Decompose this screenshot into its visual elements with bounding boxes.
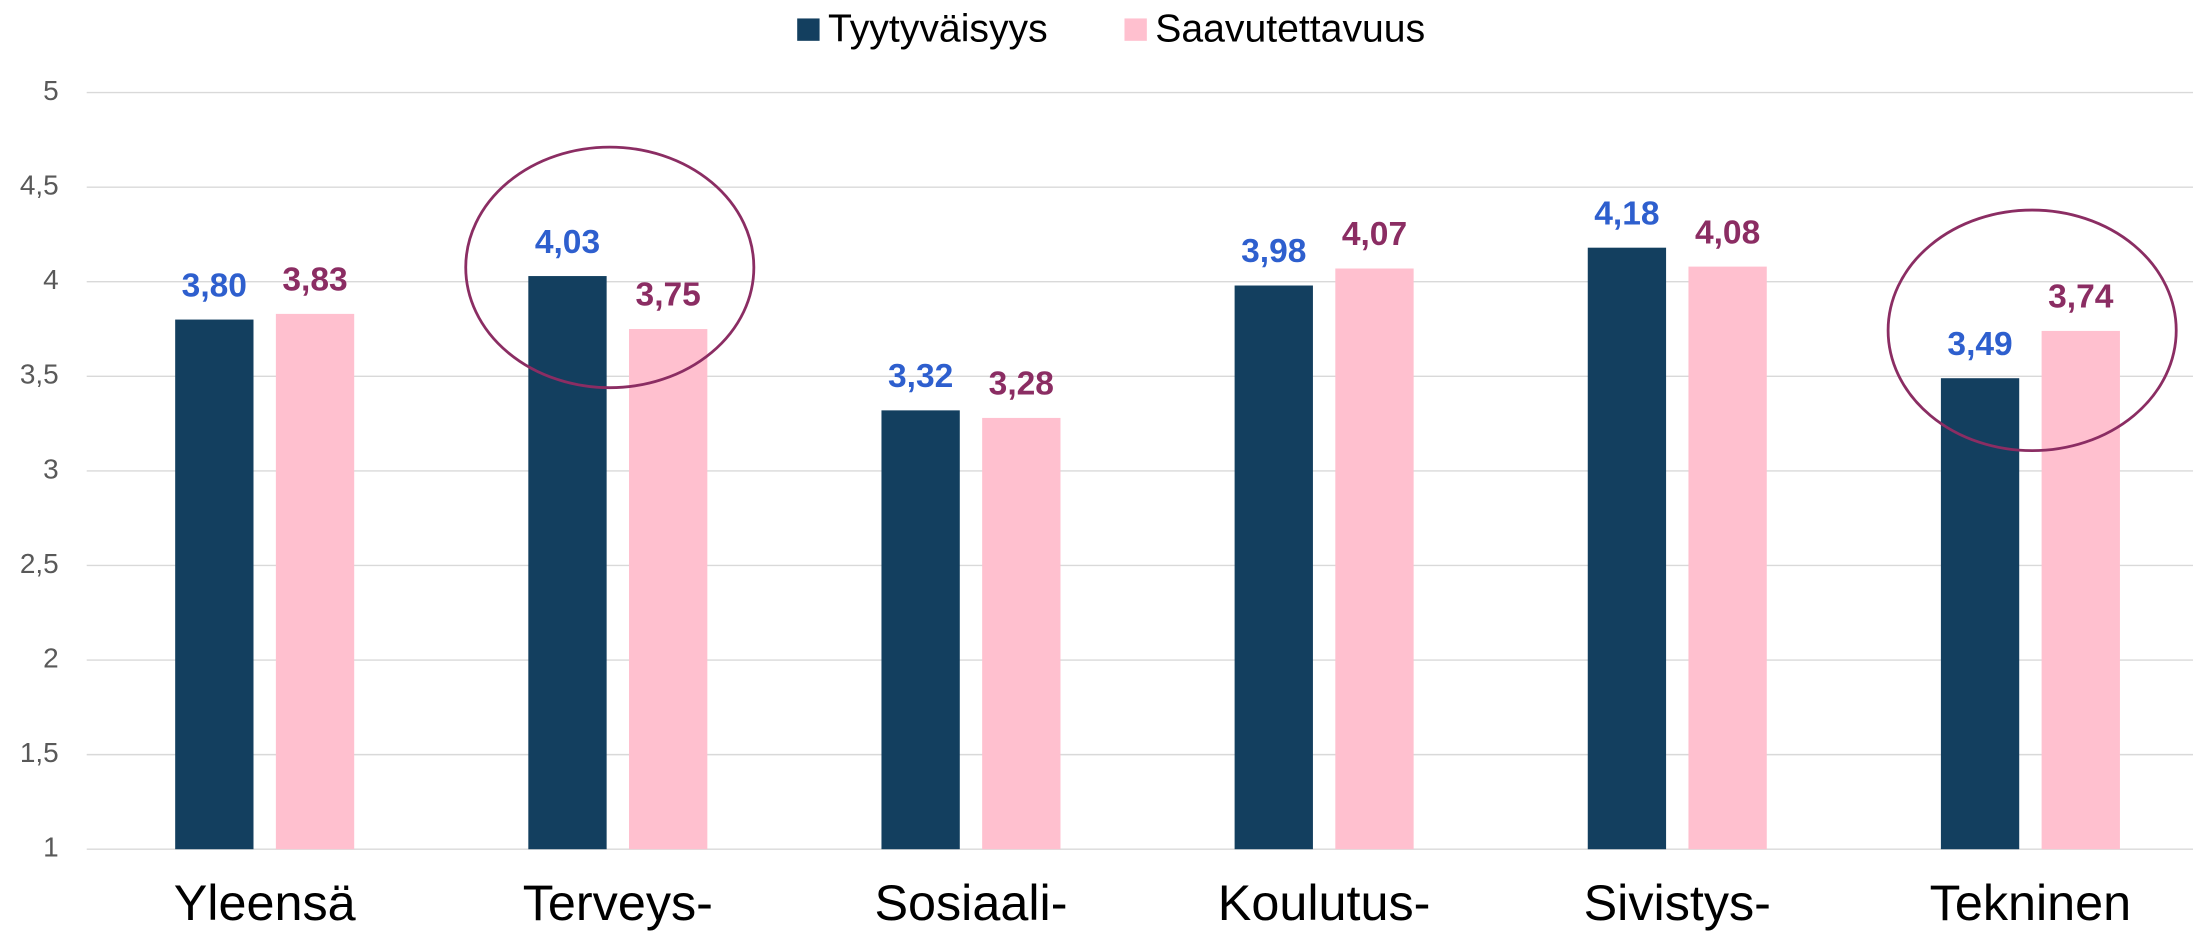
value-label: 3,74: [2048, 279, 2114, 316]
y-tick-label: 2,5: [20, 548, 59, 579]
value-label: 3,75: [636, 277, 701, 314]
x-tick-label: Koulutus-: [1218, 874, 1431, 931]
legend-label: Tyytyväisyys: [828, 7, 1048, 50]
x-tick-label: Sivistys-: [1584, 874, 1771, 931]
bar: [881, 410, 960, 850]
y-tick-label: 1: [43, 832, 59, 863]
highlight-circle: [464, 145, 756, 390]
y-tick-label: 1,5: [20, 737, 59, 768]
y-tick-label: 3: [43, 453, 59, 484]
bar: [629, 329, 708, 850]
x-tick-label: Tekninen: [1930, 874, 2131, 931]
bar: [175, 319, 254, 850]
legend-swatch: [1124, 18, 1147, 41]
bar: [1587, 247, 1667, 850]
value-label: 4,07: [1342, 216, 1407, 253]
bar: [1234, 285, 1313, 850]
x-tick-label: Terveys-: [523, 874, 713, 931]
bar: [1940, 378, 2020, 850]
value-label: 3,80: [182, 267, 247, 304]
annotation-circles: [464, 145, 2178, 453]
y-tick-label: 5: [43, 75, 59, 106]
value-label: 3,32: [888, 358, 953, 395]
bar: [1688, 266, 1767, 850]
x-tick-label: Yleensä: [174, 874, 356, 931]
y-tick-label: 4,5: [20, 170, 59, 201]
y-tick-label: 4: [43, 264, 59, 295]
value-label: 3,83: [282, 262, 347, 299]
x-tick-label: Sosiaali-: [874, 874, 1067, 931]
bar: [528, 276, 607, 850]
value-label: 3,98: [1241, 233, 1306, 270]
bar: [275, 313, 355, 850]
legend-swatch: [797, 18, 820, 41]
value-label: 4,18: [1594, 195, 1659, 232]
bar: [982, 417, 1061, 850]
bar: [2041, 330, 2120, 850]
highlight-circle: [1886, 208, 2178, 453]
bar: [1335, 268, 1414, 850]
value-label: 4,08: [1695, 214, 1760, 251]
value-label: 3,28: [989, 366, 1054, 403]
y-tick-label: 2: [43, 642, 59, 673]
y-tick-label: 3,5: [20, 359, 59, 390]
value-label: 4,03: [535, 224, 600, 261]
value-label: 3,49: [1947, 326, 2012, 363]
legend-label: Saavutettavuus: [1155, 7, 1425, 50]
